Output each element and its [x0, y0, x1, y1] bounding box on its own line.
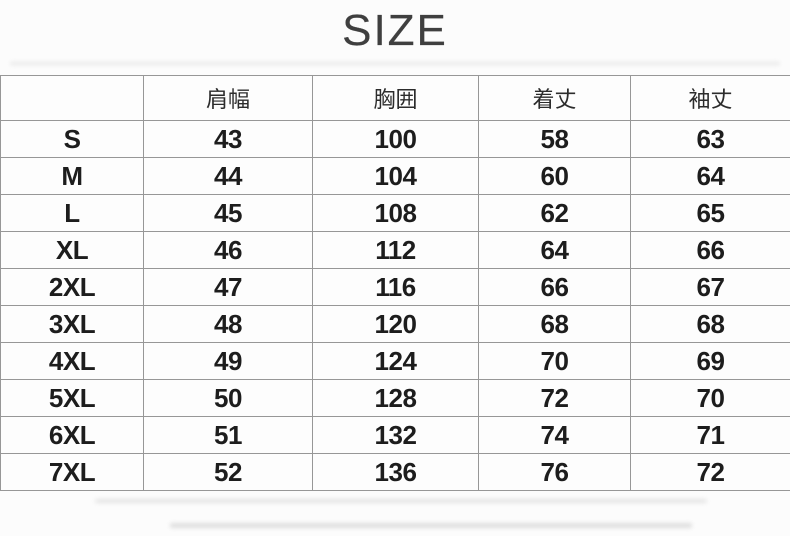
measurement-cell: 45 [143, 194, 313, 232]
measurement-cell: 50 [143, 379, 313, 417]
row-size-label: XL [0, 231, 144, 269]
measurement-cell: 66 [630, 231, 790, 269]
measurement-cell: 72 [478, 379, 631, 417]
row-size-label: 6XL [0, 416, 144, 454]
measurement-cell: 104 [312, 157, 479, 195]
row-size-label: S [0, 120, 144, 158]
size-table: 肩幅 胸囲 着丈 袖丈 S 43 100 58 63 M 44 104 60 64 L 45 108 62… [0, 75, 790, 491]
table-row: 6XL 51 132 74 71 [0, 416, 790, 454]
measurement-cell: 49 [143, 342, 313, 380]
measurement-cell: 132 [312, 416, 479, 454]
shadow-artifact-bottom-1 [95, 499, 707, 503]
measurement-cell: 69 [630, 342, 790, 380]
measurement-cell: 51 [143, 416, 313, 454]
measurement-cell: 43 [143, 120, 313, 158]
col-header-length: 着丈 [478, 75, 631, 121]
row-size-label: 7XL [0, 453, 144, 491]
measurement-cell: 52 [143, 453, 313, 491]
measurement-cell: 60 [478, 157, 631, 195]
page-title: SIZE [342, 5, 448, 55]
measurement-cell: 48 [143, 305, 313, 343]
size-table-body: S 43 100 58 63 M 44 104 60 64 L 45 108 62 65 XL 46 112 64 6… [0, 120, 790, 491]
measurement-cell: 66 [478, 268, 631, 306]
measurement-cell: 63 [630, 120, 790, 158]
measurement-cell: 64 [478, 231, 631, 269]
table-row: M 44 104 60 64 [0, 157, 790, 195]
measurement-cell: 74 [478, 416, 631, 454]
table-row: 2XL 47 116 66 67 [0, 268, 790, 306]
table-row: 4XL 49 124 70 69 [0, 342, 790, 380]
measurement-cell: 100 [312, 120, 479, 158]
table-row: 5XL 50 128 72 70 [0, 379, 790, 417]
measurement-cell: 108 [312, 194, 479, 232]
row-size-label: L [0, 194, 144, 232]
table-row: XL 46 112 64 66 [0, 231, 790, 269]
col-header-size [0, 75, 144, 121]
table-row: L 45 108 62 65 [0, 194, 790, 232]
row-size-label: 2XL [0, 268, 144, 306]
measurement-cell: 68 [478, 305, 631, 343]
measurement-cell: 58 [478, 120, 631, 158]
measurement-cell: 44 [143, 157, 313, 195]
row-size-label: 4XL [0, 342, 144, 380]
measurement-cell: 70 [478, 342, 631, 380]
measurement-cell: 68 [630, 305, 790, 343]
measurement-cell: 64 [630, 157, 790, 195]
table-row: S 43 100 58 63 [0, 120, 790, 158]
measurement-cell: 128 [312, 379, 479, 417]
measurement-cell: 124 [312, 342, 479, 380]
measurement-cell: 67 [630, 268, 790, 306]
header-row: 肩幅 胸囲 着丈 袖丈 [0, 75, 790, 121]
measurement-cell: 70 [630, 379, 790, 417]
row-size-label: M [0, 157, 144, 195]
measurement-cell: 136 [312, 453, 479, 491]
measurement-cell: 65 [630, 194, 790, 232]
measurement-cell: 62 [478, 194, 631, 232]
measurement-cell: 46 [143, 231, 313, 269]
measurement-cell: 120 [312, 305, 479, 343]
table-row: 3XL 48 120 68 68 [0, 305, 790, 343]
row-size-label: 5XL [0, 379, 144, 417]
measurement-cell: 76 [478, 453, 631, 491]
col-header-sleeve: 袖丈 [630, 75, 790, 121]
col-header-shoulder: 肩幅 [143, 75, 313, 121]
col-header-chest: 胸囲 [312, 75, 479, 121]
measurement-cell: 72 [630, 453, 790, 491]
row-size-label: 3XL [0, 305, 144, 343]
measurement-cell: 71 [630, 416, 790, 454]
measurement-cell: 47 [143, 268, 313, 306]
measurement-cell: 112 [312, 231, 479, 269]
measurement-cell: 116 [312, 268, 479, 306]
shadow-artifact-bottom-2 [170, 523, 692, 528]
table-row: 7XL 52 136 76 72 [0, 453, 790, 491]
